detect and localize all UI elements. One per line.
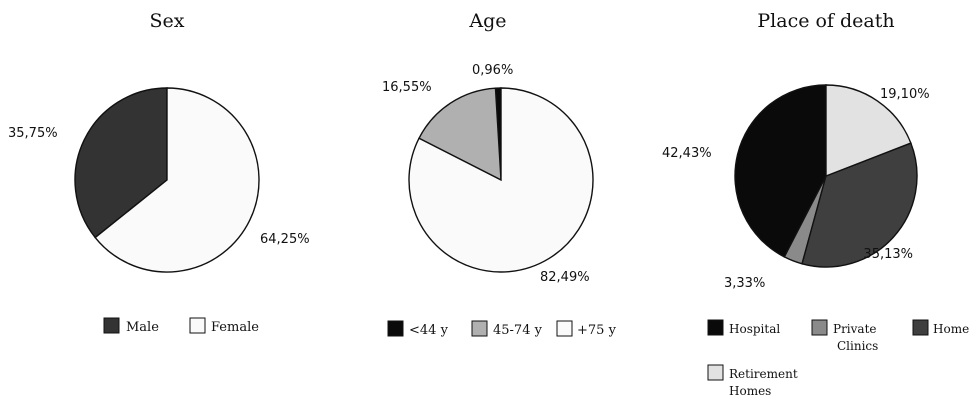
legend-label-female: Female [211,320,259,335]
chart-title-place-of-death: Place of death [757,10,894,32]
legend-label-male: Male [126,320,159,335]
pie-slice-female [94,87,260,273]
legend-swatch-private-clinics [811,319,828,336]
slice-label-under-44: 0,96% [472,63,513,78]
slice-label-retirement-homes: 19,10% [880,87,930,102]
chart-age: Age 0,96% 16,55% 82,49% <44 y 45-74 y +7… [382,10,617,338]
legend-label-hospital: Hospital [729,322,780,336]
pie-slice-75-y [408,87,594,273]
legend-swatch-45-74 [471,320,488,337]
pie-slice-male [74,87,168,239]
pie-age [408,87,594,273]
slice-label-female: 64,25% [260,232,310,247]
legend-swatch-hospital [707,319,724,336]
slice-label-private-clinics: 3,33% [724,276,765,291]
pie-slice-hospital [734,84,827,258]
chart-title-sex: Sex [150,10,185,32]
slice-label-45-74: 16,55% [382,80,432,95]
legend-label-over-75: +75 y [577,323,617,338]
legend-label-private-clinics: Private Clinics [833,322,880,353]
legend-age: <44 y 45-74 y +75 y [387,320,617,338]
legend-swatch-over-75 [556,320,573,337]
legend-label-45-74: 45-74 y [493,323,543,338]
slice-label-home: 35,13% [863,247,913,262]
legend-swatch-retirement-homes [707,364,724,381]
pie-slice-home [801,142,918,268]
chart-title-age: Age [468,10,506,32]
legend-swatch-female [189,317,206,334]
legend-swatch-home [912,319,929,336]
pie-slice-retirement-homes [825,84,912,178]
legend-sex: Male Female [103,317,259,335]
legend-place-of-death: Hospital Private Clinics Home Retirement… [707,319,969,398]
pie-sex [74,87,260,273]
pie-place-of-death [734,84,918,268]
pie-slice-45-74-y [418,87,502,182]
legend-label-under-44: <44 y [409,323,449,338]
legend-label-home: Home [933,322,969,336]
legend-label-retirement-homes: Retirement Homes [729,367,802,398]
chart-place-of-death: Place of death 42,43% 3,33% 35,13% 19,10… [662,10,969,398]
slice-label-over-75: 82,49% [540,270,590,285]
slice-label-hospital: 42,43% [662,146,712,161]
legend-swatch-under-44 [387,320,404,337]
chart-sex: Sex 35,75% 64,25% Male Female [8,10,310,335]
legend-swatch-male [103,317,120,334]
slice-label-male: 35,75% [8,126,58,141]
